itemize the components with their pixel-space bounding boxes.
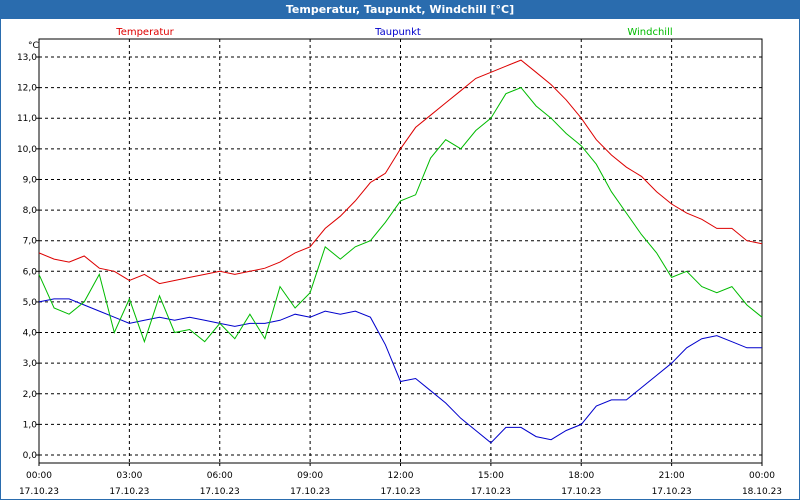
x-tick-time-label: 15:00: [478, 471, 504, 481]
y-tick-label: 12,0: [17, 84, 37, 94]
y-tick-label: 5,0: [23, 298, 38, 308]
y-axis-unit: °C: [28, 41, 39, 51]
y-tick-label: 3,0: [23, 359, 38, 369]
x-tick-time-label: 21:00: [659, 471, 685, 481]
y-tick-label: 8,0: [23, 206, 38, 216]
x-tick-date-label: 17.10.23: [19, 487, 59, 497]
y-tick-label: 0,0: [23, 451, 38, 461]
series-line-taupunkt: [38, 298, 762, 444]
x-tick-date-label: 17.10.23: [290, 487, 330, 497]
y-tick-label: 9,0: [23, 175, 38, 185]
y-tick-label: 10,0: [17, 145, 37, 155]
x-tick-date-label: 17.10.23: [561, 487, 601, 497]
x-tick-time-label: 06:00: [207, 471, 233, 481]
grid: [39, 39, 762, 463]
y-tick-label: 7,0: [23, 237, 38, 247]
series-lines: [38, 59, 763, 444]
legend-item-temperatur: Temperatur: [115, 27, 174, 38]
y-tick-label: 2,0: [23, 390, 38, 400]
legend-item-taupunkt: Taupunkt: [374, 27, 421, 38]
y-tick-label: 4,0: [23, 329, 38, 339]
x-tick-time-label: 00:00: [26, 471, 52, 481]
x-axis: 00:00 17.10.23 03:00 17.10.23 06:00 17.10.23 0…: [19, 463, 782, 497]
x-tick-date-label: 18.10.23: [742, 487, 782, 497]
window-title: Temperatur, Taupunkt, Windchill [°C]: [1, 1, 799, 19]
x-tick-date-label: 17.10.23: [200, 487, 240, 497]
y-tick-label: 13,0: [17, 53, 37, 63]
y-tick-label: 6,0: [23, 267, 38, 277]
x-tick-time-label: 00:00: [749, 471, 775, 481]
legend-item-windchill: Windchill: [627, 27, 672, 38]
y-axis: 0,0 1,0 2,0 3,0 4,0 5,0 6,0 7,0 8,0 9,0 10,0 11,0 12…: [17, 53, 39, 461]
y-tick-label: 1,0: [23, 420, 38, 430]
x-tick-time-label: 09:00: [297, 471, 323, 481]
series-line-windchill: [38, 86, 763, 344]
series-line-temperatur: [38, 59, 763, 285]
x-tick-date-label: 17.10.23: [380, 487, 420, 497]
x-tick-date-label: 17.10.23: [652, 487, 692, 497]
x-tick-time-label: 18:00: [568, 471, 594, 481]
legend: Temperatur Taupunkt Windchill: [115, 27, 672, 38]
x-tick-time-label: 12:00: [388, 471, 414, 481]
x-tick-date-label: 17.10.23: [471, 487, 511, 497]
x-tick-date-label: 17.10.23: [109, 487, 149, 497]
x-tick-time-label: 03:00: [116, 471, 142, 481]
y-tick-label: 11,0: [17, 114, 37, 124]
